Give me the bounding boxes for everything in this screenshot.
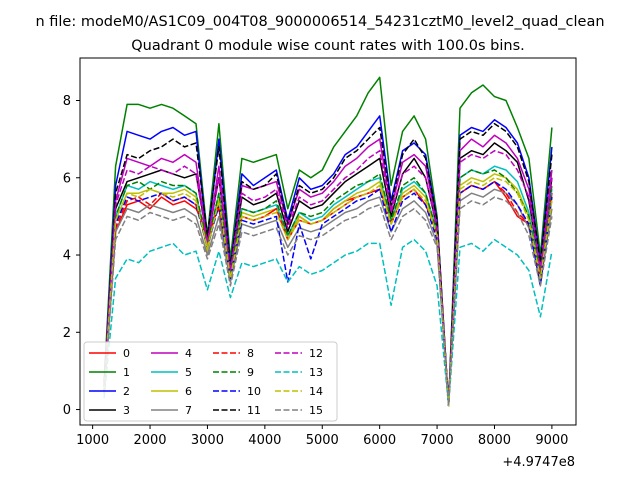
plot-frame xyxy=(79,57,577,426)
legend-label-2: 2 xyxy=(123,385,130,398)
legend-label-8: 8 xyxy=(247,347,254,360)
series-line-14 xyxy=(103,177,553,407)
series-line-6 xyxy=(103,173,553,407)
series-line-4 xyxy=(103,134,553,407)
legend-label-4: 4 xyxy=(185,347,192,360)
legend-label-6: 6 xyxy=(185,385,192,398)
series-line-11 xyxy=(103,122,553,407)
axes-layer: 1000 2000 3000 4000 5000 6000 7000 8000 9000 0 2 4 6… xyxy=(63,94,569,448)
x-offset-label: +4.9747e8 xyxy=(502,455,575,470)
series-line-3 xyxy=(103,142,553,407)
series-line-9 xyxy=(103,169,553,407)
series-line-13 xyxy=(103,238,553,407)
legend-label-1: 1 xyxy=(123,366,130,379)
y-tick-label: 6 xyxy=(63,171,71,186)
legend-label-5: 5 xyxy=(185,366,192,379)
legend-label-15: 15 xyxy=(309,404,323,417)
x-tick-label: 1000 xyxy=(76,433,109,448)
x-tick-label: 6000 xyxy=(363,433,396,448)
legend-label-14: 14 xyxy=(309,385,323,398)
series-line-7 xyxy=(103,188,553,407)
y-tick-label: 0 xyxy=(63,403,71,418)
legend-box xyxy=(83,341,338,422)
chart-suptitle: n file: modeM0/AS1C09_004T08_9000006514_… xyxy=(35,14,604,30)
y-tick-label: 2 xyxy=(63,326,71,341)
y-tick-label: 4 xyxy=(63,249,71,264)
series-line-1 xyxy=(103,76,553,407)
x-tick-label: 7000 xyxy=(421,433,454,448)
chart-title: Quadrant 0 module wise count rates with … xyxy=(131,38,525,54)
series-line-10 xyxy=(103,180,553,407)
x-tick-label: 8000 xyxy=(478,433,511,448)
legend-label-7: 7 xyxy=(185,404,192,417)
legend-label-9: 9 xyxy=(247,366,254,379)
series-line-15 xyxy=(103,196,553,407)
x-tick-label: 9000 xyxy=(535,433,568,448)
legend-label-11: 11 xyxy=(247,404,261,417)
legend-label-10: 10 xyxy=(247,385,261,398)
y-tick-label: 8 xyxy=(63,94,71,109)
series-line-2 xyxy=(103,115,553,407)
legend-label-3: 3 xyxy=(123,404,130,417)
legend-label-12: 12 xyxy=(309,347,323,360)
x-tick-label: 2000 xyxy=(133,433,166,448)
series-line-12 xyxy=(103,149,553,407)
legend-label-13: 13 xyxy=(309,366,323,379)
legend-label-0: 0 xyxy=(123,347,130,360)
x-tick-label: 3000 xyxy=(191,433,224,448)
series-layer xyxy=(103,76,553,407)
x-tick-label: 4000 xyxy=(248,433,281,448)
x-tick-label: 5000 xyxy=(306,433,339,448)
